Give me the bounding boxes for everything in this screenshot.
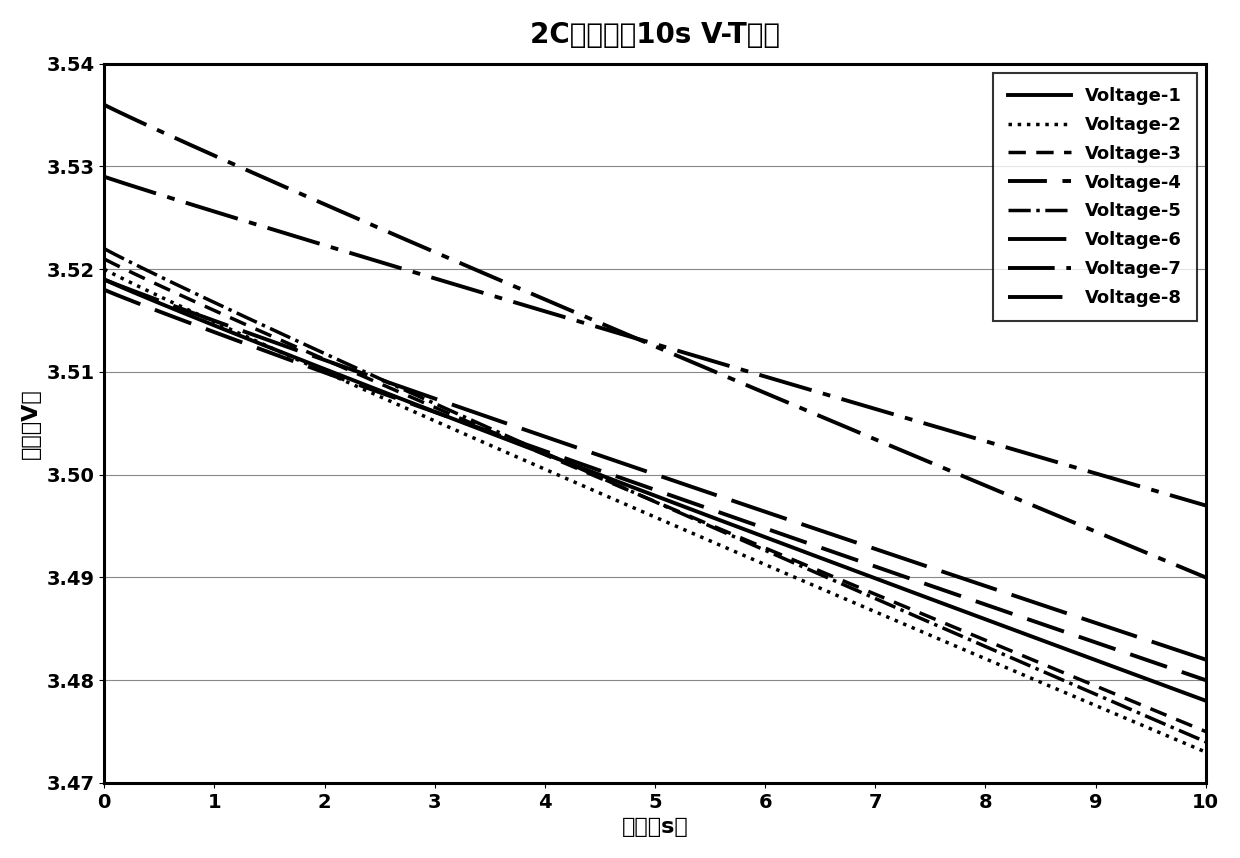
Voltage-1 <box>963 609 978 619</box>
Voltage-8 <box>1198 500 1213 511</box>
Voltage-5 <box>1166 722 1180 733</box>
Voltage-5 <box>97 244 112 254</box>
Voltage-8 <box>97 172 112 182</box>
X-axis label: 时间（s）: 时间（s） <box>621 817 688 837</box>
Voltage-4 <box>1166 664 1180 674</box>
Voltage-7 <box>603 323 618 333</box>
Voltage-2 <box>603 492 618 503</box>
Voltage-7 <box>1167 559 1182 569</box>
Voltage-6 <box>1167 644 1182 654</box>
Voltage-4 <box>632 480 647 490</box>
Voltage-6 <box>1198 655 1213 665</box>
Line: Voltage-3: Voltage-3 <box>104 259 1205 732</box>
Voltage-4 <box>963 595 978 605</box>
Voltage-3 <box>1166 713 1180 723</box>
Voltage-1 <box>632 485 647 495</box>
Voltage-2 <box>1166 734 1180 744</box>
Voltage-2 <box>1167 734 1182 744</box>
Voltage-6 <box>963 577 978 587</box>
Voltage-3 <box>632 490 647 500</box>
Voltage-2 <box>632 505 647 516</box>
Voltage-1 <box>97 275 112 285</box>
Voltage-7 <box>1198 572 1213 583</box>
Voltage-3 <box>1198 727 1213 737</box>
Voltage-2 <box>97 264 112 275</box>
Voltage-4 <box>603 469 618 480</box>
Line: Voltage-7: Voltage-7 <box>104 105 1205 577</box>
Legend: Voltage-1, Voltage-2, Voltage-3, Voltage-4, Voltage-5, Voltage-6, Voltage-7, Vol: Voltage-1, Voltage-2, Voltage-3, Voltage… <box>993 73 1197 322</box>
Voltage-7 <box>97 100 112 110</box>
Voltage-6 <box>97 275 112 285</box>
Voltage-1 <box>153 299 167 309</box>
Voltage-8 <box>963 432 978 442</box>
Voltage-1 <box>1167 684 1182 694</box>
Voltage-6 <box>153 296 167 306</box>
Y-axis label: 电压（V）: 电压（V） <box>21 388 41 459</box>
Voltage-4 <box>1198 675 1213 686</box>
Voltage-7 <box>963 474 978 485</box>
Voltage-2 <box>1198 747 1213 758</box>
Voltage-2 <box>153 292 167 302</box>
Line: Voltage-8: Voltage-8 <box>104 177 1205 505</box>
Voltage-8 <box>1166 491 1180 501</box>
Voltage-5 <box>963 635 978 645</box>
Voltage-8 <box>153 190 167 200</box>
Voltage-3 <box>963 629 978 639</box>
Voltage-1 <box>1198 696 1213 706</box>
Line: Voltage-6: Voltage-6 <box>104 280 1205 660</box>
Line: Voltage-1: Voltage-1 <box>104 280 1205 701</box>
Voltage-7 <box>153 126 167 136</box>
Voltage-7 <box>632 335 647 345</box>
Voltage-6 <box>1166 644 1180 654</box>
Voltage-8 <box>1167 491 1182 501</box>
Voltage-8 <box>603 326 618 336</box>
Voltage-6 <box>632 464 647 474</box>
Voltage-1 <box>603 474 618 484</box>
Voltage-5 <box>1198 737 1213 747</box>
Voltage-7 <box>1166 559 1180 569</box>
Voltage-4 <box>1167 664 1182 674</box>
Voltage-5 <box>632 490 647 500</box>
Line: Voltage-2: Voltage-2 <box>104 269 1205 752</box>
Voltage-6 <box>603 454 618 464</box>
Voltage-1 <box>1166 684 1180 694</box>
Voltage-5 <box>153 272 167 282</box>
Voltage-5 <box>603 477 618 487</box>
Voltage-3 <box>153 281 167 291</box>
Voltage-4 <box>97 285 112 295</box>
Voltage-8 <box>632 335 647 345</box>
Voltage-4 <box>153 307 167 317</box>
Voltage-2 <box>963 648 978 658</box>
Voltage-3 <box>1167 713 1182 723</box>
Title: 2C脉冲放电10s V-T曲线: 2C脉冲放电10s V-T曲线 <box>529 21 780 49</box>
Line: Voltage-4: Voltage-4 <box>104 290 1205 680</box>
Line: Voltage-5: Voltage-5 <box>104 249 1205 742</box>
Voltage-3 <box>603 478 618 488</box>
Voltage-3 <box>97 254 112 264</box>
Voltage-5 <box>1167 723 1182 734</box>
